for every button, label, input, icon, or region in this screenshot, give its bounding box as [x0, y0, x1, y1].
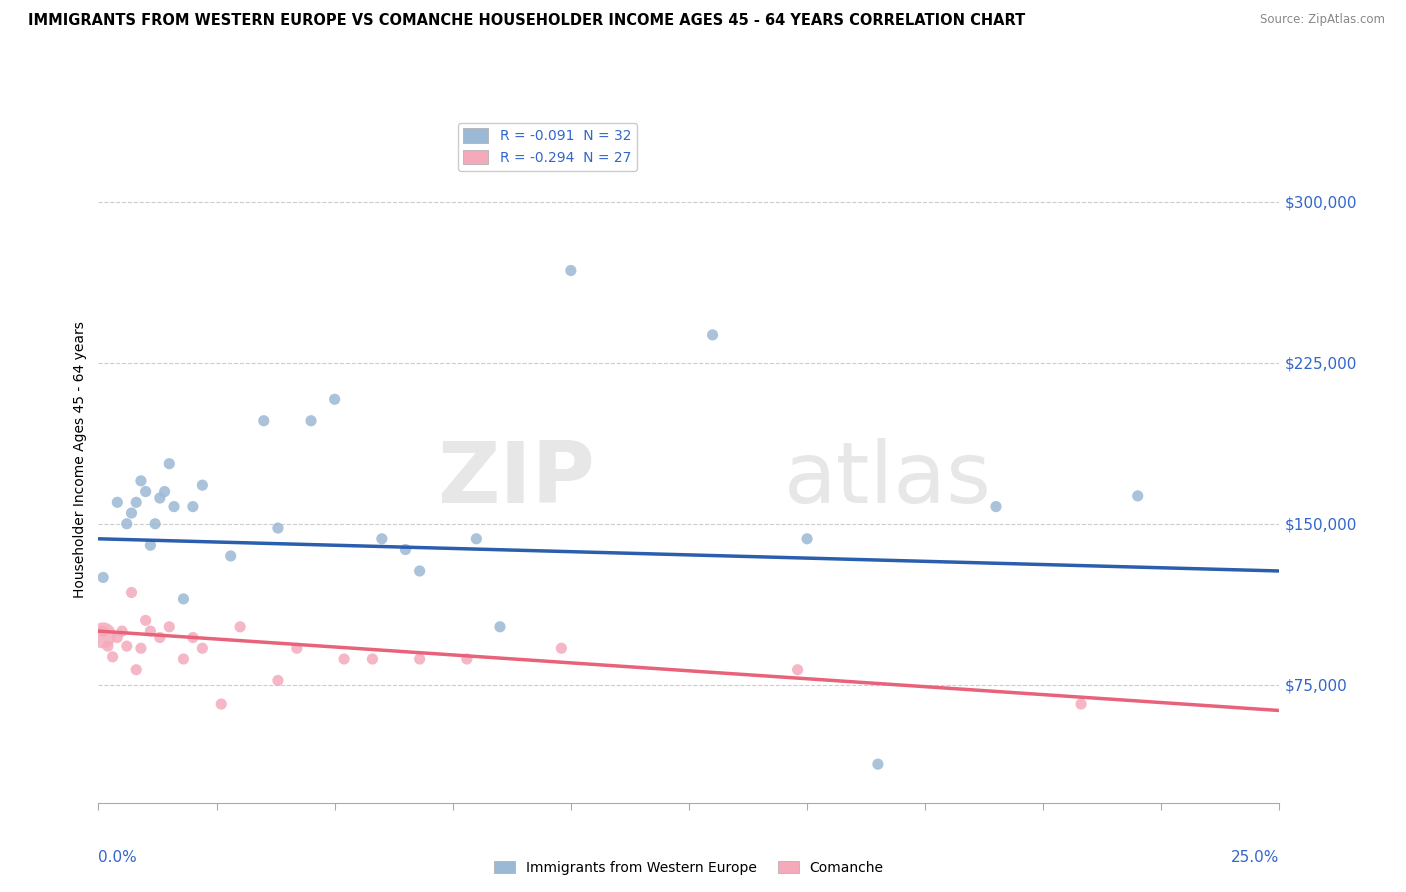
Point — [125, 663, 148, 677]
Point — [91, 628, 114, 642]
Point — [408, 564, 430, 578]
Point — [153, 484, 176, 499]
Point — [229, 620, 252, 634]
Point — [91, 624, 114, 639]
Legend: R = -0.091  N = 32, R = -0.294  N = 27: R = -0.091 N = 32, R = -0.294 N = 27 — [458, 123, 637, 170]
Point — [702, 327, 724, 342]
Text: atlas: atlas — [783, 439, 991, 522]
Point — [560, 263, 582, 277]
Point — [91, 570, 114, 584]
Point — [181, 631, 204, 645]
Point — [253, 414, 276, 428]
Point — [267, 673, 290, 688]
Point — [121, 506, 143, 520]
Point — [285, 641, 308, 656]
Point — [135, 484, 157, 499]
Text: IMMIGRANTS FROM WESTERN EUROPE VS COMANCHE HOUSEHOLDER INCOME AGES 45 - 64 YEARS: IMMIGRANTS FROM WESTERN EUROPE VS COMANC… — [28, 13, 1025, 29]
Point — [105, 495, 128, 509]
Point — [796, 532, 818, 546]
Point — [125, 495, 148, 509]
Point — [1070, 697, 1092, 711]
Point — [219, 549, 242, 563]
Text: 25.0%: 25.0% — [1232, 850, 1279, 865]
Point — [333, 652, 356, 666]
Point — [550, 641, 572, 656]
Point — [111, 624, 134, 639]
Point — [489, 620, 512, 634]
Y-axis label: Householder Income Ages 45 - 64 years: Householder Income Ages 45 - 64 years — [73, 321, 87, 598]
Point — [157, 620, 180, 634]
Point — [157, 457, 180, 471]
Point — [361, 652, 384, 666]
Point — [121, 585, 143, 599]
Point — [163, 500, 186, 514]
Point — [181, 500, 204, 514]
Point — [394, 542, 416, 557]
Point — [299, 414, 322, 428]
Point — [129, 474, 152, 488]
Point — [191, 641, 214, 656]
Point — [101, 649, 124, 664]
Point — [143, 516, 166, 531]
Point — [97, 639, 120, 653]
Point — [135, 613, 157, 627]
Point — [139, 538, 162, 552]
Point — [866, 757, 889, 772]
Legend: Immigrants from Western Europe, Comanche: Immigrants from Western Europe, Comanche — [489, 855, 889, 880]
Point — [139, 624, 162, 639]
Point — [209, 697, 232, 711]
Point — [172, 591, 194, 606]
Point — [191, 478, 214, 492]
Point — [371, 532, 394, 546]
Point — [129, 641, 152, 656]
Point — [149, 631, 172, 645]
Text: Source: ZipAtlas.com: Source: ZipAtlas.com — [1260, 13, 1385, 27]
Point — [786, 663, 808, 677]
Point — [115, 639, 138, 653]
Point — [323, 392, 346, 407]
Point — [115, 516, 138, 531]
Point — [408, 652, 430, 666]
Point — [456, 652, 478, 666]
Point — [1126, 489, 1149, 503]
Text: ZIP: ZIP — [437, 439, 595, 522]
Point — [105, 631, 128, 645]
Text: 0.0%: 0.0% — [98, 850, 138, 865]
Point — [267, 521, 290, 535]
Point — [172, 652, 194, 666]
Point — [465, 532, 488, 546]
Point — [984, 500, 1007, 514]
Point — [149, 491, 172, 505]
